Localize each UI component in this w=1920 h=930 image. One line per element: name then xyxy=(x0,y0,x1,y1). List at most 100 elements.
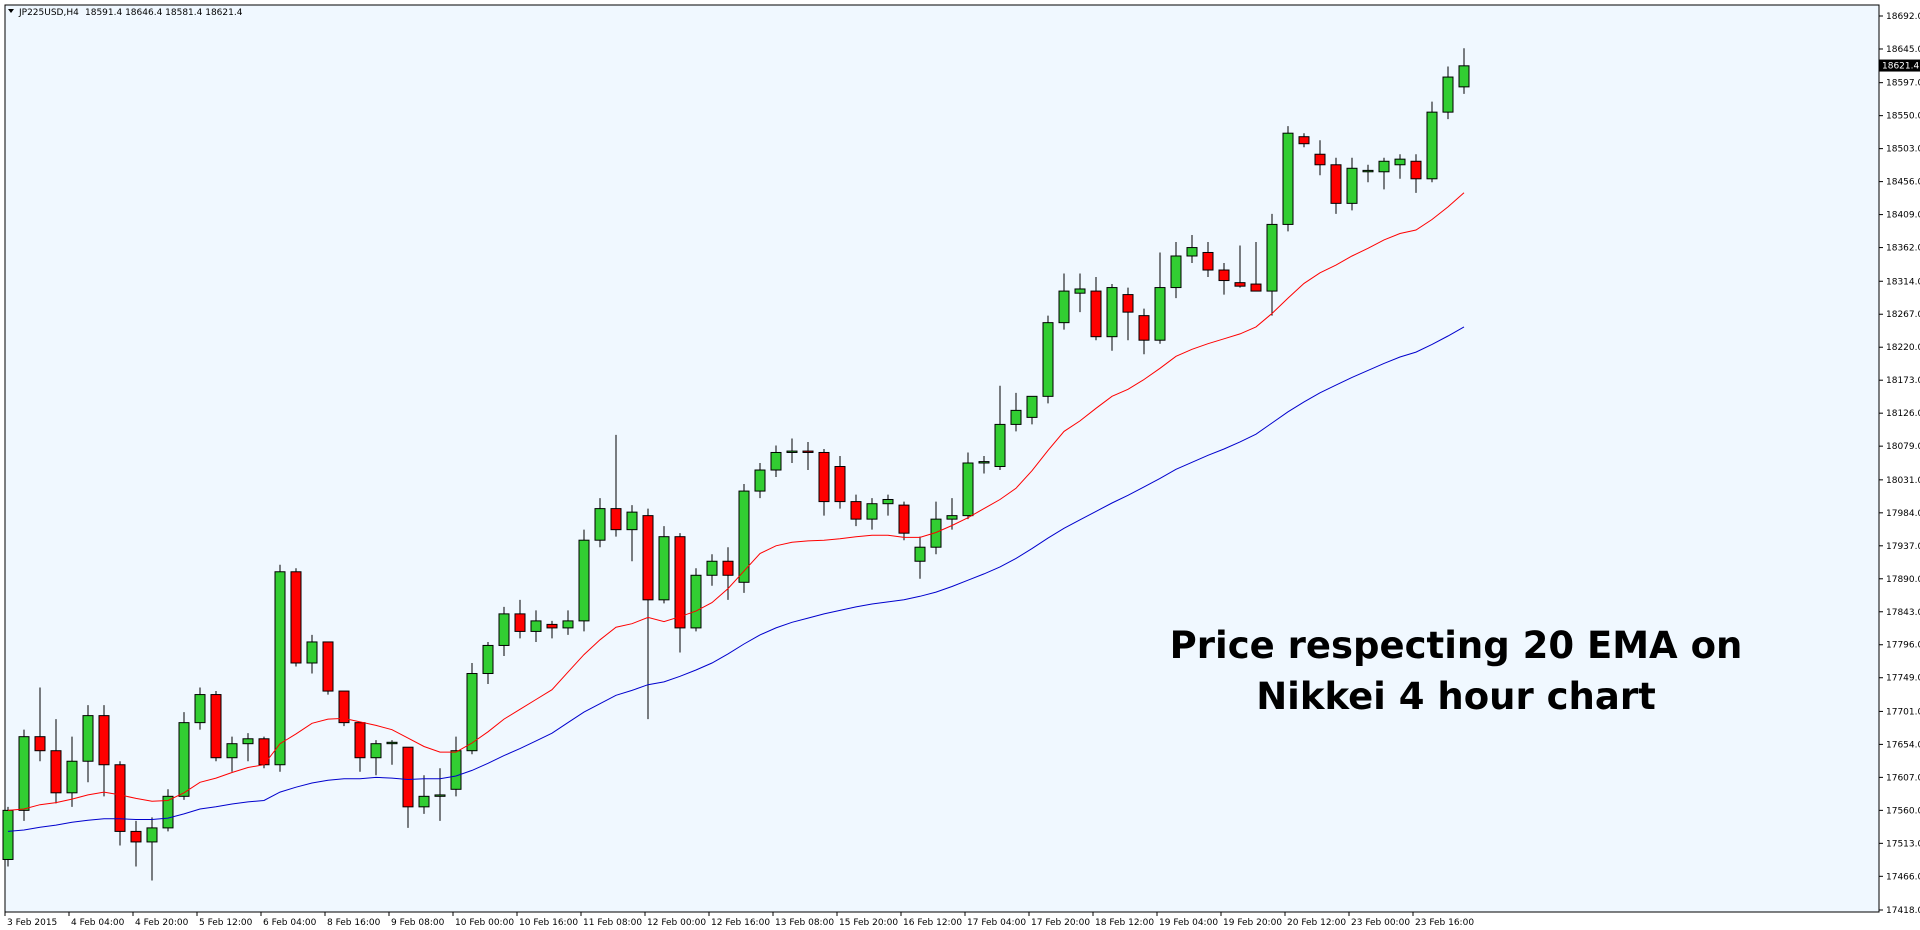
y-tick-label: 18314.0 xyxy=(1886,277,1920,287)
y-tick-label: 17843.0 xyxy=(1886,608,1920,618)
candle xyxy=(466,662,478,755)
x-tick-label: 5 Feb 12:00 xyxy=(199,918,253,928)
price-axis[interactable]: 18692.0 18645.0 18597.0 18550.0 18503.0 18456… xyxy=(1879,12,1920,916)
current-price-marker: 18621.4 xyxy=(1879,59,1920,72)
candle-body xyxy=(754,469,766,492)
candle-body xyxy=(226,743,238,759)
annotation: Price respecting 20 EMA on Nikkei 4 hour… xyxy=(1170,624,1743,718)
y-tick-label: 17654.0 xyxy=(1886,740,1920,750)
candle-body xyxy=(2,809,14,860)
candle xyxy=(514,599,526,639)
y-tick-label: 18409.0 xyxy=(1886,211,1920,221)
candle-body xyxy=(242,738,254,745)
candle-body xyxy=(850,501,862,520)
candle xyxy=(962,452,974,520)
y-tick-label: 17701.0 xyxy=(1886,707,1920,717)
candle-body xyxy=(386,741,398,745)
candle xyxy=(1010,392,1022,432)
candle xyxy=(178,712,190,800)
candle xyxy=(322,641,334,695)
candle-body xyxy=(322,641,334,692)
candle-body xyxy=(1330,164,1342,204)
candle xyxy=(1090,277,1102,341)
candle-body xyxy=(18,736,30,811)
candle xyxy=(1394,154,1406,179)
candle-body xyxy=(1074,288,1086,294)
x-tick-label: 4 Feb 20:00 xyxy=(135,918,189,928)
y-tick-label: 17466.0 xyxy=(1886,872,1920,882)
x-tick-label: 10 Feb 00:00 xyxy=(455,918,514,928)
ema-50-line xyxy=(7,326,1465,832)
candle-body xyxy=(786,450,798,453)
candle xyxy=(338,690,350,727)
triangle-down-icon[interactable] xyxy=(8,9,14,13)
plot-area[interactable] xyxy=(4,4,1880,913)
x-tick-label: 9 Feb 08:00 xyxy=(391,918,445,928)
candle-body xyxy=(34,736,46,752)
candle xyxy=(610,434,622,537)
candle xyxy=(162,789,174,832)
candle xyxy=(834,455,846,509)
candle-body xyxy=(962,462,974,517)
candles-layer xyxy=(2,48,1470,881)
chart-header[interactable]: JP225USD,H4 18591.4 18646.4 18581.4 1862… xyxy=(8,8,243,18)
candle-body xyxy=(802,450,814,453)
y-tick-label: 18267.0 xyxy=(1886,310,1920,320)
candle-body xyxy=(498,613,510,646)
candle-body xyxy=(1362,169,1374,173)
x-tick-label: 4 Feb 04:00 xyxy=(71,918,125,928)
candle-body xyxy=(1058,290,1070,324)
candle xyxy=(258,736,270,769)
candle-body xyxy=(1186,247,1198,257)
candle xyxy=(2,806,14,867)
candle xyxy=(1042,315,1054,404)
candle xyxy=(1314,140,1326,176)
candle xyxy=(274,564,286,772)
candle xyxy=(1074,273,1086,313)
candle xyxy=(370,740,382,776)
candle xyxy=(978,455,990,474)
x-tick-label: 23 Feb 00:00 xyxy=(1351,918,1410,928)
candle-body xyxy=(706,560,718,576)
candle xyxy=(802,441,814,471)
candle-body xyxy=(1250,283,1262,292)
candle-body xyxy=(882,498,894,505)
candle-body xyxy=(594,508,606,541)
candle-body xyxy=(946,515,958,520)
candle-body xyxy=(1106,287,1118,338)
candle xyxy=(1442,66,1454,120)
candle-body xyxy=(530,620,542,632)
x-tick-label: 20 Feb 12:00 xyxy=(1287,918,1346,928)
candle xyxy=(434,768,446,821)
x-tick-label: 6 Feb 04:00 xyxy=(263,918,317,928)
candle-body xyxy=(914,546,926,562)
candle xyxy=(1346,157,1358,211)
ema-layer xyxy=(7,192,1465,832)
candle xyxy=(754,463,766,499)
candle xyxy=(642,508,654,720)
time-axis[interactable]: 3 Feb 2015 4 Feb 04:00 4 Feb 20:00 5 Feb 12… xyxy=(4,912,1474,928)
x-tick-label: 19 Feb 04:00 xyxy=(1159,918,1218,928)
y-tick-label: 18173.0 xyxy=(1886,376,1920,386)
symbol-label: JP225USD,H4 xyxy=(18,8,79,18)
x-tick-label: 15 Feb 20:00 xyxy=(839,918,898,928)
candle-body xyxy=(738,490,750,583)
candle-body xyxy=(482,644,494,675)
candle xyxy=(530,610,542,642)
candle xyxy=(850,494,862,527)
candle-body xyxy=(1346,167,1358,204)
candle xyxy=(82,705,94,783)
candle-body xyxy=(1298,136,1310,145)
annotation-line-2: Nikkei 4 hour chart xyxy=(1256,675,1656,718)
candle xyxy=(386,740,398,765)
candle xyxy=(786,438,798,463)
candle-body xyxy=(1090,290,1102,338)
candle-body xyxy=(130,830,142,843)
candle-body xyxy=(898,504,910,534)
candle-body xyxy=(690,574,702,629)
y-tick-label: 18126.0 xyxy=(1886,409,1920,419)
candle xyxy=(1426,101,1438,183)
candle-body xyxy=(1410,160,1422,180)
